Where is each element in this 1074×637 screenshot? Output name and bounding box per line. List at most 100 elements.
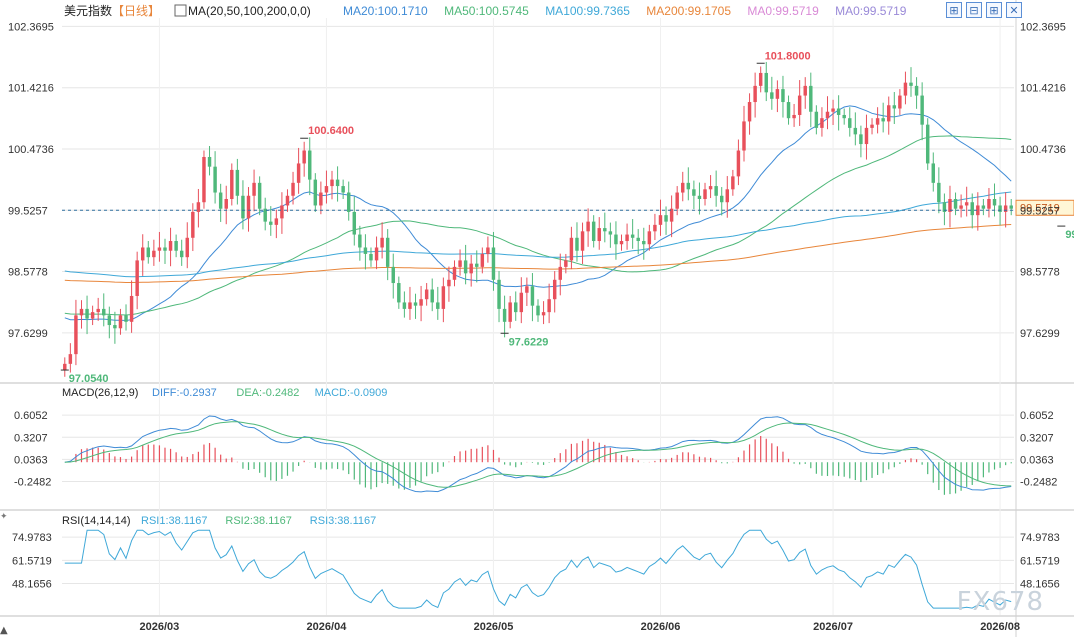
candle-body	[898, 95, 902, 109]
rsi-axis-left-label: 48.1656	[12, 579, 52, 591]
candle-body	[296, 163, 301, 183]
candle-body	[953, 199, 958, 209]
candle-body	[263, 208, 267, 222]
ma-value-label: MA20:100.1710	[343, 4, 428, 18]
macd-axis-right-label: 0.3207	[1020, 432, 1054, 444]
ma-value-label: MA100:99.7365	[545, 4, 630, 18]
candle-body	[174, 241, 178, 251]
candle-body	[820, 118, 824, 128]
period-label: 【日线】	[112, 4, 160, 18]
crosshair-icon[interactable]: ⊞	[946, 2, 962, 18]
candle-body	[419, 299, 423, 306]
current-price-label: 99.5719	[1020, 202, 1060, 214]
rsi-axis-left-label: 61.5719	[12, 555, 52, 567]
macd-axis-left-label: 0.6052	[14, 410, 48, 422]
low-price-annotation: 97.6229	[509, 336, 549, 348]
candle-body	[369, 253, 373, 261]
price-axis-right-label: 102.3695	[1020, 21, 1066, 33]
candle-body	[308, 150, 312, 180]
candle-body	[135, 260, 139, 296]
macd-axis-right-label: -0.2482	[1020, 477, 1057, 489]
candle-body	[90, 312, 95, 319]
candle-body	[391, 266, 395, 284]
candle-body	[124, 315, 128, 322]
candle-body	[920, 95, 924, 125]
candle-body	[341, 186, 345, 193]
candle-body	[770, 92, 774, 99]
candle-body	[352, 211, 357, 235]
candle-body	[313, 179, 318, 206]
price-axis-left-label: 100.4736	[8, 144, 54, 156]
price-axis-right-label: 99.5257	[1020, 205, 1060, 217]
candle-body	[686, 182, 691, 190]
candle-body	[970, 202, 974, 216]
candle-body	[430, 289, 434, 303]
candle-body	[881, 118, 885, 122]
time-axis-label: 2026/05	[474, 621, 514, 633]
rsi-axis-left-label: 74.9783	[12, 532, 52, 544]
candle-body	[792, 114, 796, 119]
candle-body	[79, 308, 84, 316]
candle-body	[85, 308, 89, 319]
high-price-annotation: 100.6400	[308, 125, 354, 137]
candle-body	[319, 192, 323, 206]
candle-body	[725, 189, 730, 203]
candle-body	[775, 89, 780, 99]
settings-icon[interactable]: ✦	[0, 512, 8, 522]
candle-body	[157, 247, 162, 251]
candle-body	[764, 72, 768, 93]
candle-body	[848, 118, 852, 128]
candle-body	[959, 205, 963, 209]
candle-body	[831, 108, 835, 112]
zoom-out-icon[interactable]: ⊟	[966, 2, 982, 18]
candle-body	[825, 111, 830, 119]
candle-body	[179, 250, 184, 258]
candle-body	[658, 215, 663, 225]
candle-body	[185, 237, 189, 258]
ma-value-label: MA200:99.1705	[646, 4, 731, 18]
candle-body	[758, 72, 763, 86]
candle-body	[692, 189, 696, 196]
candle-body	[1003, 205, 1008, 212]
rsi-legend-value: RSI2:38.1167	[225, 515, 291, 527]
candle-body	[502, 308, 507, 322]
candle-body	[152, 250, 156, 258]
candle-body	[664, 215, 668, 222]
ma-params-label: MA(20,50,100,200,0,0)	[188, 4, 311, 18]
candle-body	[68, 354, 73, 364]
expand-icon[interactable]: ▲	[0, 625, 8, 636]
candle-body	[235, 169, 240, 196]
candle-body	[252, 182, 256, 196]
zoom-in-icon[interactable]: ⊞	[986, 2, 1002, 18]
candle-body	[102, 308, 106, 316]
candle-body	[836, 108, 841, 115]
candle-body	[753, 85, 757, 103]
macd-axis-left-label: -0.2482	[14, 477, 51, 489]
low-price-annotation: 99.2809	[1065, 229, 1074, 241]
rsi-axis-right-label: 74.9783	[1020, 532, 1060, 544]
candle-body	[630, 234, 635, 238]
ma-value-label: MA0:99.5719	[835, 4, 907, 18]
candle-body	[580, 231, 585, 251]
candle-body	[202, 156, 206, 203]
candle-body	[797, 95, 802, 115]
candle-body	[74, 315, 78, 355]
candle-body	[335, 179, 340, 187]
time-axis-label: 2026/04	[307, 621, 348, 633]
candle-body	[497, 279, 501, 309]
rsi-line	[64, 529, 1012, 609]
candle-body	[291, 182, 295, 196]
candle-body	[218, 192, 223, 209]
close-icon[interactable]: ✕	[1006, 2, 1022, 18]
candle-body	[402, 302, 407, 309]
candle-body	[669, 208, 674, 222]
candle-body	[285, 195, 290, 206]
candle-body	[981, 205, 986, 209]
candle-body	[552, 279, 557, 300]
candle-body	[452, 266, 457, 280]
price-axis-left-label: 97.6299	[8, 328, 48, 340]
candle-body	[697, 195, 702, 199]
rsi-legend-value: RSI3:38.1167	[310, 515, 376, 527]
candle-body	[747, 102, 752, 122]
